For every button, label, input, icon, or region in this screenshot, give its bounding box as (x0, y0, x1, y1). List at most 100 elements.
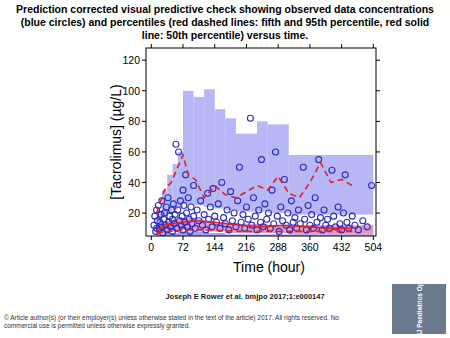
observed-point (256, 207, 262, 213)
copyright: © Article author(s) (or their employer(s… (4, 314, 374, 330)
y-tick-right (376, 151, 380, 152)
observed-point (191, 213, 197, 219)
observed-point (212, 213, 218, 219)
x-axis-label: Time (hour) (233, 259, 305, 275)
x-tick-top (151, 44, 152, 48)
x-tick-top (341, 44, 342, 48)
observed-point (274, 213, 280, 219)
observed-point (331, 213, 337, 219)
interval-band (310, 155, 373, 215)
observed-point (309, 212, 315, 218)
y-tick-label: 80 (128, 115, 140, 127)
x-tick-top (246, 44, 247, 48)
chart: 07214421628836043250420406080100120Time … (0, 0, 450, 338)
observed-point (229, 218, 235, 224)
y-tick-label: 60 (128, 146, 140, 158)
y-tick-right (376, 121, 380, 122)
observed-point (342, 172, 348, 178)
interval-band (178, 152, 183, 207)
x-tick (183, 236, 184, 240)
interval-band (194, 231, 205, 236)
y-tick (142, 182, 146, 183)
observed-point (312, 195, 318, 201)
observed-point (180, 187, 186, 193)
observed-point (369, 183, 375, 189)
y-tick-label: 120 (122, 54, 140, 66)
observed-point (181, 202, 187, 208)
interval-band (236, 134, 257, 212)
observed-point (295, 207, 301, 213)
x-tick-label: 288 (269, 241, 287, 253)
x-tick-label: 144 (206, 241, 224, 253)
observed-point (288, 198, 294, 204)
observed-point (321, 207, 327, 213)
observed-point (247, 115, 253, 121)
observed-point (251, 195, 257, 201)
observed-point (173, 141, 179, 147)
observed-point (265, 210, 271, 216)
observed-point (360, 218, 366, 224)
observed-point (170, 201, 176, 207)
x-tick (373, 236, 374, 240)
x-tick (341, 236, 342, 240)
x-tick (246, 236, 247, 240)
x-tick-label: 72 (177, 241, 189, 253)
x-tick-label: 432 (333, 241, 351, 253)
observed-point (245, 216, 251, 222)
observed-point (355, 227, 361, 233)
observed-point (207, 204, 213, 210)
observed-point (364, 224, 370, 230)
y-tick (142, 121, 146, 122)
title: Prediction corrected visual predictive c… (12, 3, 438, 42)
percentile-line (157, 221, 353, 232)
y-tick-label: 20 (128, 207, 140, 219)
observed-point (349, 213, 355, 219)
observed-point (194, 207, 200, 213)
observed-point (176, 149, 182, 155)
citation: Joseph E Rower et al. bmjpo 2017;1:e0001… (120, 292, 370, 301)
interval-band (204, 89, 215, 207)
observed-point (185, 195, 191, 201)
observed-point (231, 210, 237, 216)
y-tick-right (376, 213, 380, 214)
y-tick-right (376, 182, 380, 183)
observed-point (224, 207, 230, 213)
plot-area (151, 89, 375, 236)
observed-point (235, 198, 241, 204)
x-tick-top (309, 44, 310, 48)
x-tick (151, 236, 152, 240)
observed-point (264, 216, 270, 222)
x-tick-label: 504 (365, 241, 383, 253)
observed-point (317, 215, 323, 221)
x-tick-label: 360 (301, 241, 319, 253)
observed-point (219, 180, 225, 186)
observed-point (191, 183, 197, 189)
percentile-line (157, 155, 353, 213)
observed-point (278, 204, 284, 210)
interval-band (268, 124, 289, 213)
plot-frame (146, 48, 376, 236)
observed-point (329, 167, 335, 173)
interval-band (194, 97, 205, 206)
observed-point (292, 215, 298, 221)
y-tick-label: 40 (128, 177, 140, 189)
observed-point (273, 149, 279, 155)
interval-band (289, 155, 310, 215)
x-tick-top (183, 44, 184, 48)
y-tick (142, 213, 146, 214)
observed-point (184, 210, 190, 216)
interval-band (183, 91, 194, 204)
observed-point (340, 210, 346, 216)
observed-point (238, 219, 244, 225)
observed-point (258, 157, 264, 163)
observed-point (305, 202, 311, 208)
x-tick-top (278, 44, 279, 48)
observed-point (252, 213, 258, 219)
logo: BMJ Paediatrics Open (416, 275, 424, 338)
x-tick (214, 236, 215, 240)
observed-point (337, 221, 343, 227)
observed-point (302, 216, 308, 222)
y-tick-right (376, 60, 380, 61)
x-tick-top (373, 44, 374, 48)
percentile-line (157, 230, 353, 233)
